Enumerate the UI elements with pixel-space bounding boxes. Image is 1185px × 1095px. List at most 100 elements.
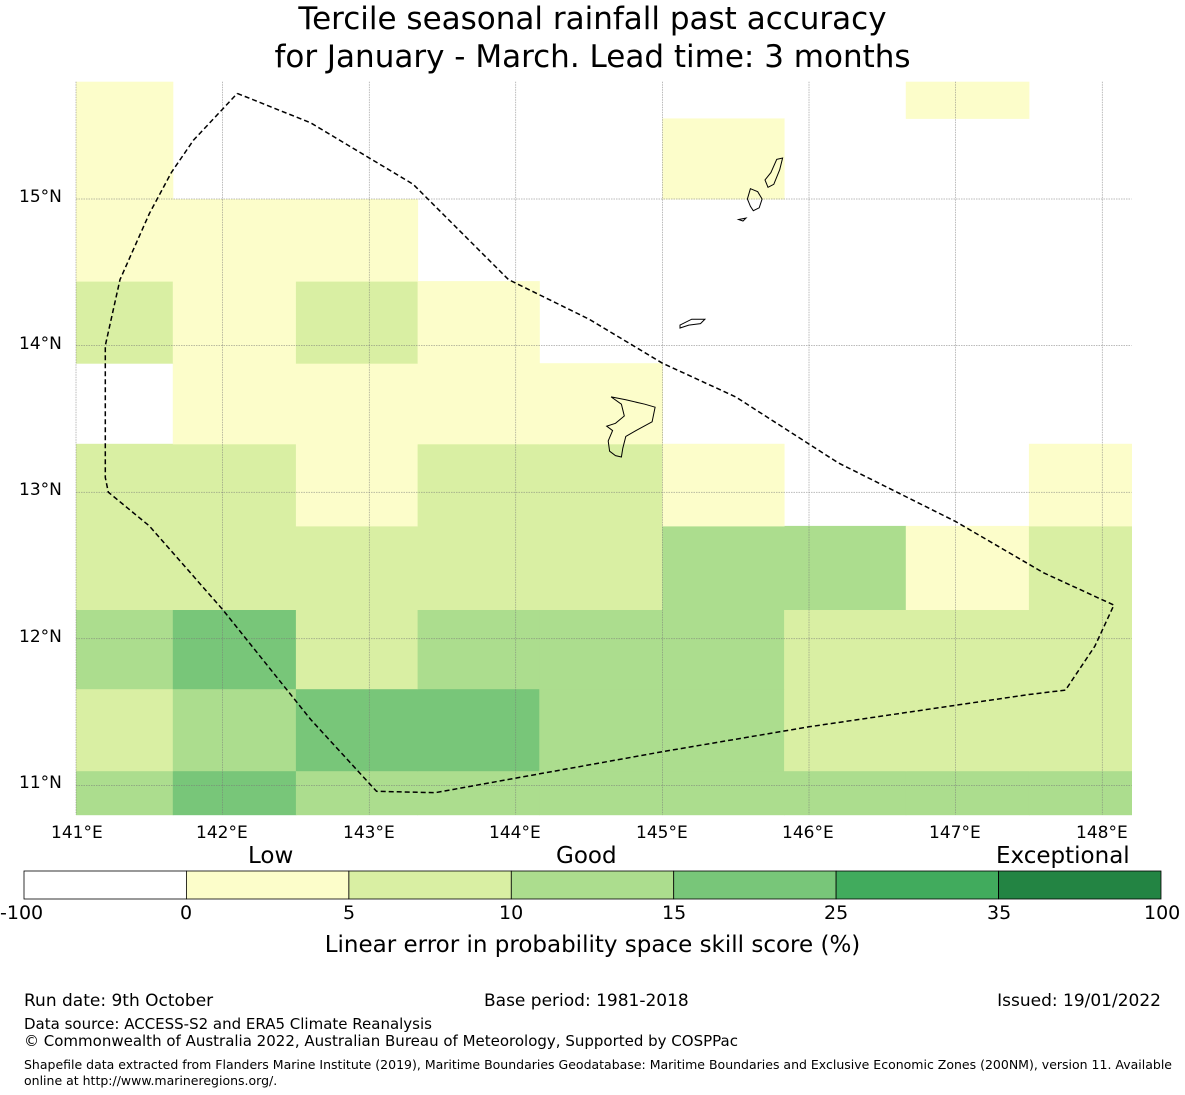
copyright: © Commonwealth of Australia 2022, Austra… [24, 1032, 738, 1050]
lat-label-13n: 13°N [19, 480, 62, 500]
skill-cell [905, 81, 1030, 119]
skill-cell [76, 443, 174, 527]
skill-cell [295, 525, 419, 610]
island-outline [679, 318, 707, 329]
data-source: Data source: ACCESS-S2 and ERA5 Climate … [24, 1015, 432, 1033]
lat-label-12n: 12°N [19, 627, 62, 647]
colorbar-tick-label: -100 [0, 902, 44, 924]
colorbar-tick-label: 100 [1144, 902, 1181, 924]
skill-cell [539, 688, 663, 772]
coastlines [605, 157, 784, 458]
skill-cell [172, 443, 297, 527]
skill-cell [417, 281, 540, 364]
skill-cell [76, 688, 174, 772]
colorbar-segment [348, 870, 512, 900]
skill-cell [539, 443, 663, 527]
skill-cell [295, 199, 419, 282]
colorbar-segment [998, 870, 1162, 900]
skill-cell [76, 81, 174, 119]
issued-date: Issued: 19/01/2022 [997, 991, 1161, 1011]
colorbar-segment [510, 870, 675, 900]
shapefile-note: Shapefile data extracted from Flanders M… [24, 1057, 1172, 1088]
skill-cell [662, 609, 785, 690]
skill-cell [1028, 688, 1132, 772]
colorbar-tick-label: 0 [180, 902, 193, 924]
skill-cell [76, 525, 174, 610]
skill-cell [1028, 609, 1132, 690]
skill-grid [76, 81, 1132, 816]
skill-cell [172, 199, 297, 282]
colorbar-title: Linear error in probability space skill … [324, 932, 861, 958]
colorbar-segment [23, 870, 187, 900]
skill-cell [1028, 525, 1132, 610]
title-line-1: Tercile seasonal rainfall past accuracy [298, 1, 887, 37]
lat-label-14n: 14°N [19, 334, 62, 354]
skill-cell [662, 443, 785, 527]
skill-cell [1028, 443, 1132, 527]
island-outline [736, 217, 748, 222]
skill-cell [662, 525, 785, 610]
lon-label-144e: 144°E [489, 823, 541, 843]
skill-cell [76, 199, 174, 282]
lon-label-146e: 146°E [782, 823, 834, 843]
skill-cell [417, 443, 540, 527]
skill-cell [172, 609, 297, 690]
skill-cell [295, 363, 419, 445]
colorbar-tick-label: 5 [343, 902, 356, 924]
skill-cell [539, 609, 663, 690]
colorbar-segment [673, 870, 837, 900]
skill-cell [172, 363, 297, 445]
eez-boundary [104, 92, 1115, 794]
lat-label-11n: 11°N [19, 773, 62, 793]
skill-cell [76, 770, 174, 816]
skill-cell [172, 281, 297, 364]
skill-cell [76, 609, 174, 690]
skill-cell [417, 688, 540, 772]
lon-label-148e: 148°E [1076, 823, 1128, 843]
skill-cell [539, 525, 663, 610]
colorbar [23, 870, 1162, 900]
title-line-2: for January - March. Lead time: 3 months [274, 39, 911, 75]
skill-cell [905, 525, 1030, 610]
skill-cell [295, 609, 419, 690]
skill-cell [295, 770, 419, 816]
skill-cell [172, 770, 297, 816]
map-title: Tercile seasonal rainfall past accuracy … [0, 0, 1185, 76]
legend-category-low: Low [248, 843, 294, 869]
skill-cell [295, 443, 419, 527]
base-period: Base period: 1981-2018 [484, 991, 689, 1011]
skill-cell [76, 281, 174, 364]
island-outline [746, 188, 763, 212]
skill-cell [172, 688, 297, 772]
skill-cell [662, 118, 785, 200]
graticule [75, 81, 1132, 815]
skill-cell [172, 525, 297, 610]
island-outline [605, 396, 656, 458]
colorbar-tick-label: 15 [662, 902, 687, 924]
run-date: Run date: 9th October [24, 991, 214, 1011]
lon-label-143e: 143°E [343, 823, 395, 843]
skill-cell [784, 609, 907, 690]
legend-category-exceptional: Exceptional [996, 843, 1130, 869]
colorbar-tick-label: 35 [987, 902, 1012, 924]
legend-category-good: Good [556, 843, 617, 869]
skill-cell [662, 688, 785, 772]
skill-cell [295, 281, 419, 364]
skill-cell [1028, 770, 1132, 816]
skill-cell [905, 609, 1030, 690]
skill-cell [417, 770, 540, 816]
skill-cell [784, 525, 907, 610]
lon-label-141e: 141°E [51, 823, 103, 843]
lon-label-145e: 145°E [636, 823, 688, 843]
lon-label-142e: 142°E [196, 823, 248, 843]
skill-cell [76, 118, 174, 200]
skill-cell [662, 770, 785, 816]
skill-cell [417, 525, 540, 610]
skill-cell [295, 688, 419, 772]
skill-cell [417, 363, 540, 445]
skill-cell [905, 688, 1030, 772]
colorbar-segment [185, 870, 350, 900]
skill-cell [539, 770, 663, 816]
skill-cell [417, 609, 540, 690]
colorbar-tick-label: 10 [499, 902, 524, 924]
